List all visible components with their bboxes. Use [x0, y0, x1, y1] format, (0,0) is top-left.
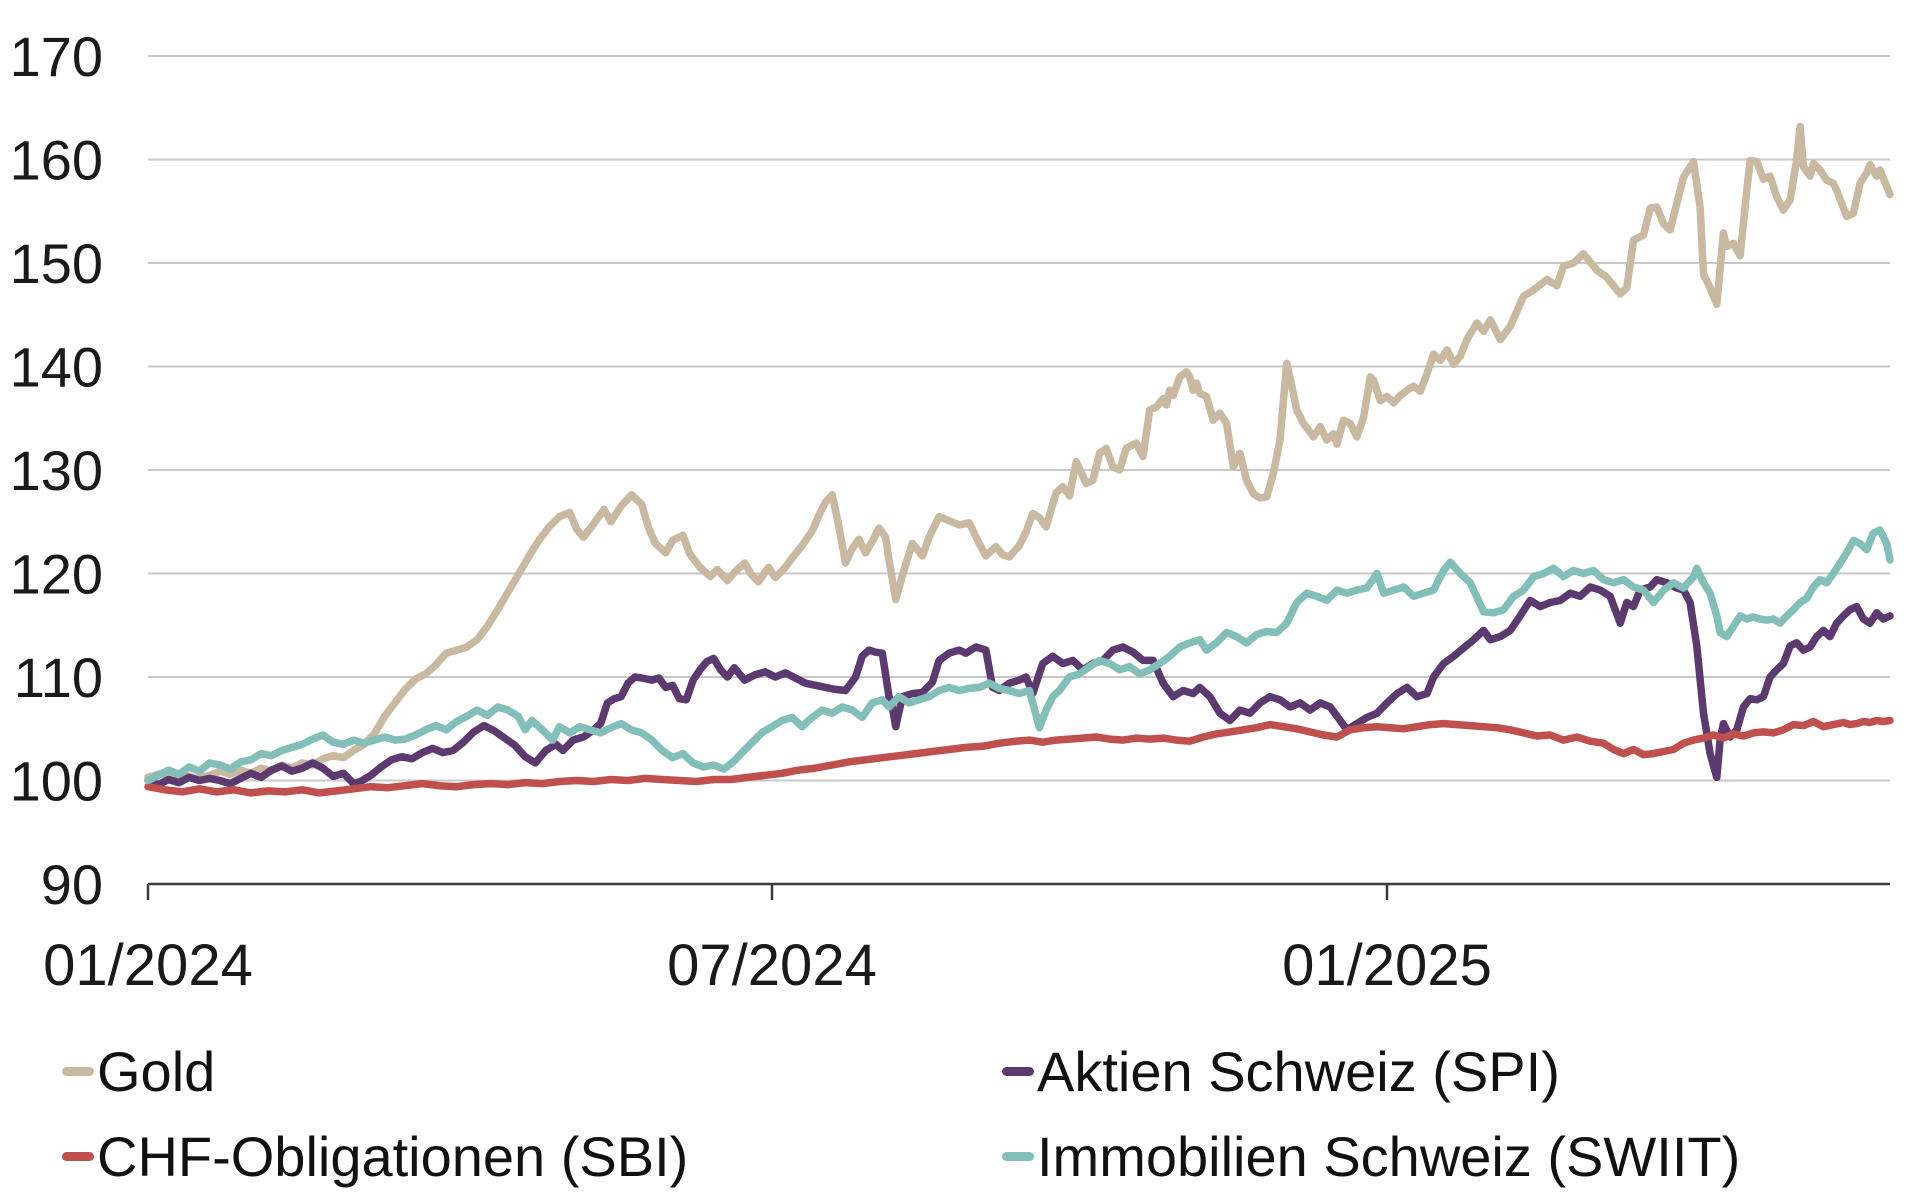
y-axis-label-160: 160: [10, 129, 103, 192]
legend-item-gold: Gold: [62, 1038, 1002, 1105]
series-line-immobilien-schweiz-swiit: [144, 526, 1894, 785]
legend-item-aktien-schweiz: Aktien Schweiz (SPI): [1002, 1038, 1740, 1105]
legend-item-chf-obligationen: CHF-Obligationen (SBI): [62, 1123, 1002, 1190]
legend-label-aktien-schweiz: Aktien Schweiz (SPI): [1037, 1040, 1560, 1103]
y-axis-label-170: 170: [10, 25, 103, 88]
y-axis-label-120: 120: [10, 543, 103, 606]
series-line-gold: [144, 122, 1894, 783]
legend-item-immobilien-schweiz: Immobilien Schweiz (SWIIT): [1002, 1123, 1740, 1190]
legend-swatch-gold: [62, 1067, 94, 1077]
x-axis-label-01/2025: 01/2025: [1282, 933, 1492, 998]
chart-legend: Gold Aktien Schweiz (SPI) CHF-Obligation…: [62, 1038, 1740, 1190]
legend-swatch-immobilien-schweiz: [1002, 1152, 1034, 1162]
series-line-chf-obligationen-sbi: [144, 716, 1894, 797]
y-axis-label-140: 140: [10, 336, 103, 399]
y-axis-label-130: 130: [10, 439, 103, 502]
x-axis-label-01/2024: 01/2024: [43, 933, 253, 998]
y-axis-label-150: 150: [10, 232, 103, 295]
legend-label-chf-obligationen: CHF-Obligationen (SBI): [97, 1125, 689, 1189]
legend-swatch-chf-obligationen: [62, 1152, 94, 1162]
y-axis-label-110: 110: [14, 646, 103, 709]
legend-label-gold: Gold: [97, 1040, 216, 1103]
legend-swatch-aktien-schweiz: [1002, 1067, 1034, 1077]
x-axis-label-07/2024: 07/2024: [667, 933, 877, 998]
y-axis-label-100: 100: [10, 750, 103, 813]
legend-label-immobilien-schweiz: Immobilien Schweiz (SWIIT): [1037, 1125, 1741, 1189]
line-chart-canvas: 90 100 110 120 130 140 150 160 170 01/2024 07/2024…: [10, 25, 1894, 998]
y-axis-label-90: 90: [41, 853, 103, 916]
